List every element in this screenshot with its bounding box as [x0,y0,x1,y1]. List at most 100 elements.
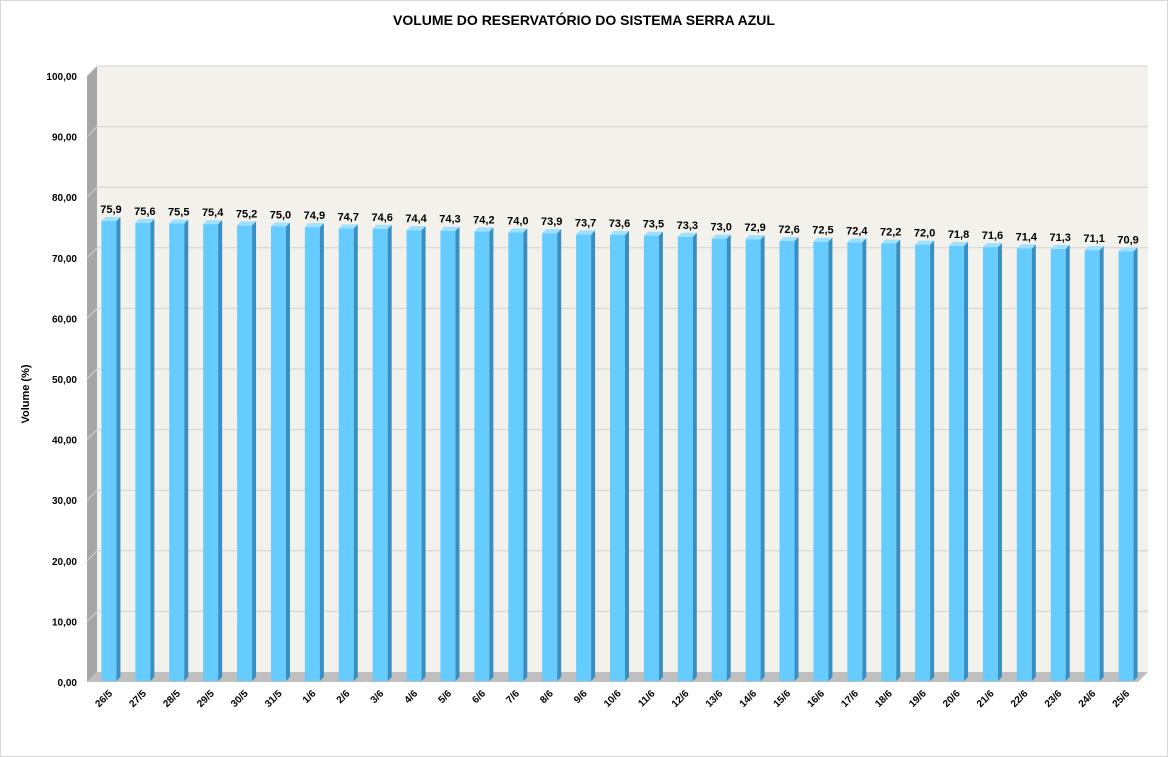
x-tick-label: 6/6 [470,688,488,706]
bar-top [508,228,528,233]
y-tick-label: 80,00 [52,193,77,204]
data-label: 72,2 [880,226,901,238]
bar-side [794,237,799,681]
y-tick-label: 40,00 [52,436,77,447]
x-tick-label: 11/6 [636,688,657,709]
chart-title: VOLUME DO RESERVATÓRIO DO SISTEMA SERRA … [393,12,775,28]
x-tick-label: 23/6 [1043,688,1065,710]
bar-front [237,225,253,681]
bar-front [881,243,897,681]
gridline-side [86,550,98,562]
data-label: 72,9 [744,222,765,234]
bar [576,230,596,682]
bar-top [576,230,596,235]
y-tick-label: 100,00 [46,72,77,83]
data-label: 72,6 [778,224,799,236]
bar-side [997,243,1002,681]
bar-side [896,239,901,681]
bar [779,237,799,681]
x-tick-label: 28/5 [161,688,183,710]
x-tick-label: 21/6 [975,688,997,710]
bar-side [421,226,426,682]
bar [135,218,155,681]
x-tick-label: 24/6 [1077,688,1099,710]
data-label: 71,8 [948,229,969,241]
bar [270,222,290,681]
bar-side [1031,244,1036,682]
bar-side [828,237,833,681]
data-label: 75,9 [100,204,121,216]
y-tick-label: 70,00 [52,254,77,265]
bar-front [576,234,592,682]
bar-side [760,235,765,681]
x-axis-ticks: 26/5 27/5 28/5 29/5 30/5 31/5 1/6 2/6 3/6 4/6 5/6 6… [94,688,1133,710]
bar-side [353,224,358,681]
bar-top [372,224,392,229]
bar-top [949,241,969,246]
bar-top [1050,244,1070,249]
x-tick-label: 26/5 [94,688,116,710]
bar-front [508,232,524,681]
bar-side [116,217,121,681]
bar-top [1016,244,1036,249]
bar-top [813,237,833,242]
bar-top [542,229,562,234]
bar-front [304,227,320,681]
bar-top [406,226,426,231]
bar [474,227,494,681]
bar-side [591,230,596,682]
x-tick-label: 20/6 [941,688,963,710]
x-tick-label: 2/6 [335,688,353,706]
bar-front [711,238,727,681]
x-tick-label: 22/6 [1009,688,1031,710]
bar [711,234,731,681]
x-tick-label: 7/6 [504,688,522,706]
data-label: 72,5 [812,225,833,237]
data-label: 75,2 [236,208,257,220]
bar-side [184,219,189,681]
data-label: 73,9 [541,216,562,228]
y-tick-label: 50,00 [52,375,77,386]
bar-side [218,220,223,682]
y-tick-label: 10,00 [52,617,77,628]
bar-top [847,238,867,243]
data-label: 73,5 [643,219,664,231]
bar [169,219,189,681]
bar-side [285,222,290,681]
bar-side [387,224,392,681]
bar-side [489,227,494,681]
y-axis-ticks: 0,00 10,00 20,00 30,00 40,00 50,00 60,00 70,00 8… [46,72,77,689]
bar [372,224,392,681]
bar-top [440,226,460,231]
gridline-side [86,247,98,259]
bar-front [745,239,761,681]
bar-top [677,232,697,237]
bar-side [150,218,155,681]
bar-top [135,218,155,223]
data-label: 72,4 [846,225,868,237]
bar-top [1118,247,1138,252]
x-tick-label: 1/6 [301,688,319,706]
bar-front [135,222,151,681]
bar-top [270,222,290,227]
gridline-side [86,186,98,198]
x-tick-label: 25/6 [1111,688,1133,710]
data-label: 74,3 [439,214,460,226]
bar [440,226,460,681]
bar-side [455,226,460,681]
x-tick-label: 14/6 [738,688,760,710]
x-tick-label: 17/6 [839,688,861,710]
bar [915,240,935,681]
bar [406,226,426,682]
gridline-side [86,65,98,77]
data-label: 71,4 [1016,231,1038,243]
bar-top [745,235,765,240]
bar-front [847,242,863,682]
bar-front [677,236,693,681]
bar-top [711,234,731,239]
gridline-side [86,429,98,440]
bar-front [610,234,625,681]
bar-front [1016,248,1032,682]
x-tick-label: 9/6 [572,688,590,706]
